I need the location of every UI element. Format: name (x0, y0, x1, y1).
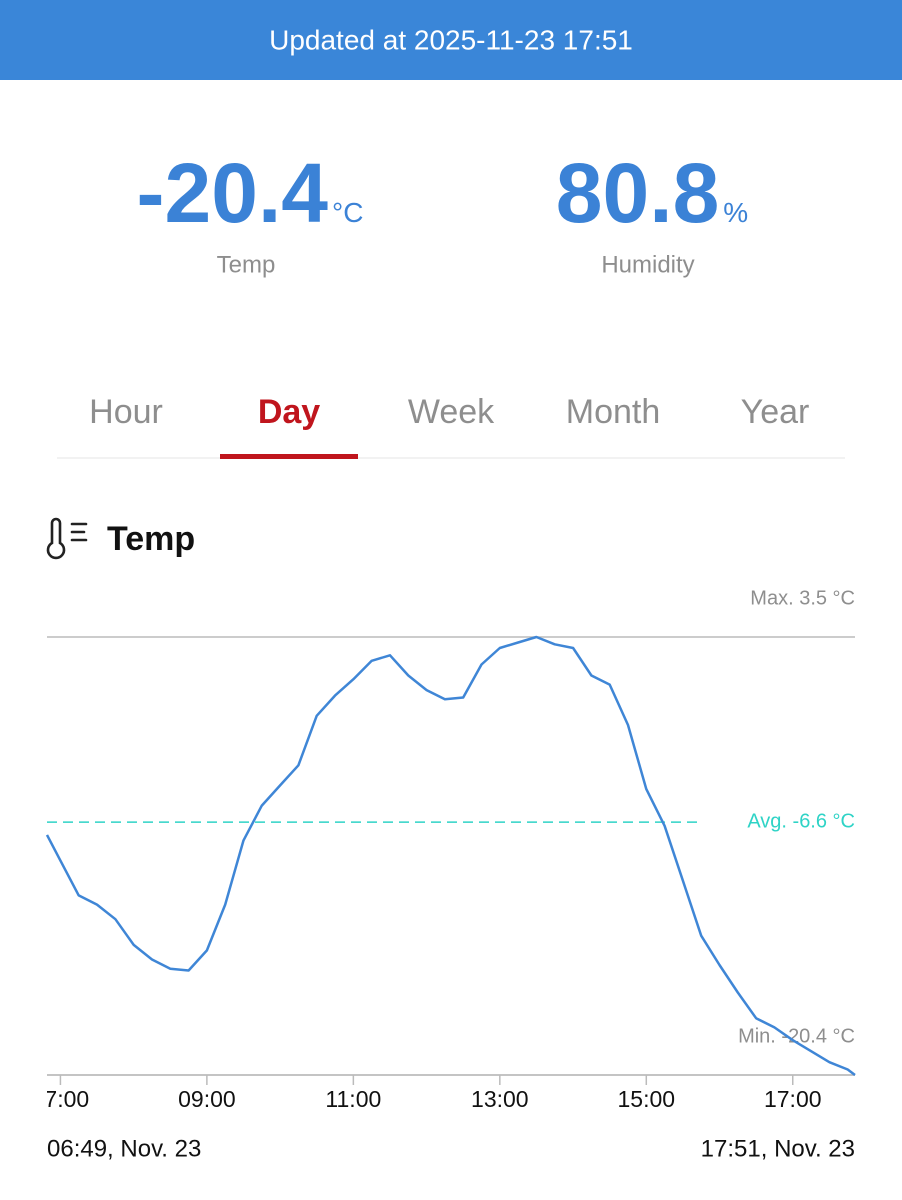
tab[interactable]: Year (741, 393, 810, 431)
range-end: 17:51, Nov. 23 (701, 1135, 855, 1162)
header-bar (0, 0, 902, 80)
x-tick-label: 15:00 (618, 1086, 676, 1112)
header-title: Updated at 2025-11-23 17:51 (269, 24, 633, 55)
ref-label: Max. 3.5 °C (750, 587, 855, 609)
x-tick-label: 11:00 (325, 1086, 381, 1112)
thermometer-icon (46, 517, 88, 560)
x-tick-label: 13:00 (471, 1086, 529, 1112)
tab[interactable]: Hour (89, 393, 163, 431)
x-tick-label: 09:00 (178, 1086, 236, 1112)
ref-label: Avg. -6.6 °C (747, 810, 855, 832)
reading-label: Humidity (601, 251, 694, 278)
reading-label: Temp (217, 251, 276, 278)
tab[interactable]: Week (408, 393, 495, 431)
reading: -20.4 °C (137, 146, 364, 240)
chart-title: Temp (107, 520, 195, 558)
tab[interactable]: Month (566, 393, 661, 431)
ref-label: Min. -20.4 °C (738, 1025, 855, 1047)
reading-value: -20.4 (137, 146, 329, 240)
reading-unit: % (723, 197, 748, 228)
x-tick-label: 07:00 (32, 1086, 90, 1112)
tab-underline (220, 454, 358, 459)
range-start: 06:49, Nov. 23 (47, 1135, 201, 1162)
x-ticks: 07:00 09:00 11:00 13:00 15:00 17:00 (32, 1075, 822, 1112)
reading-unit: °C (332, 197, 363, 228)
tab[interactable]: Day (258, 393, 320, 431)
x-tick-label: 17:00 (764, 1086, 822, 1112)
reading-value: 80.8 (556, 146, 720, 240)
temp-line (45, 635, 856, 1076)
reading: 80.8% (556, 146, 748, 240)
